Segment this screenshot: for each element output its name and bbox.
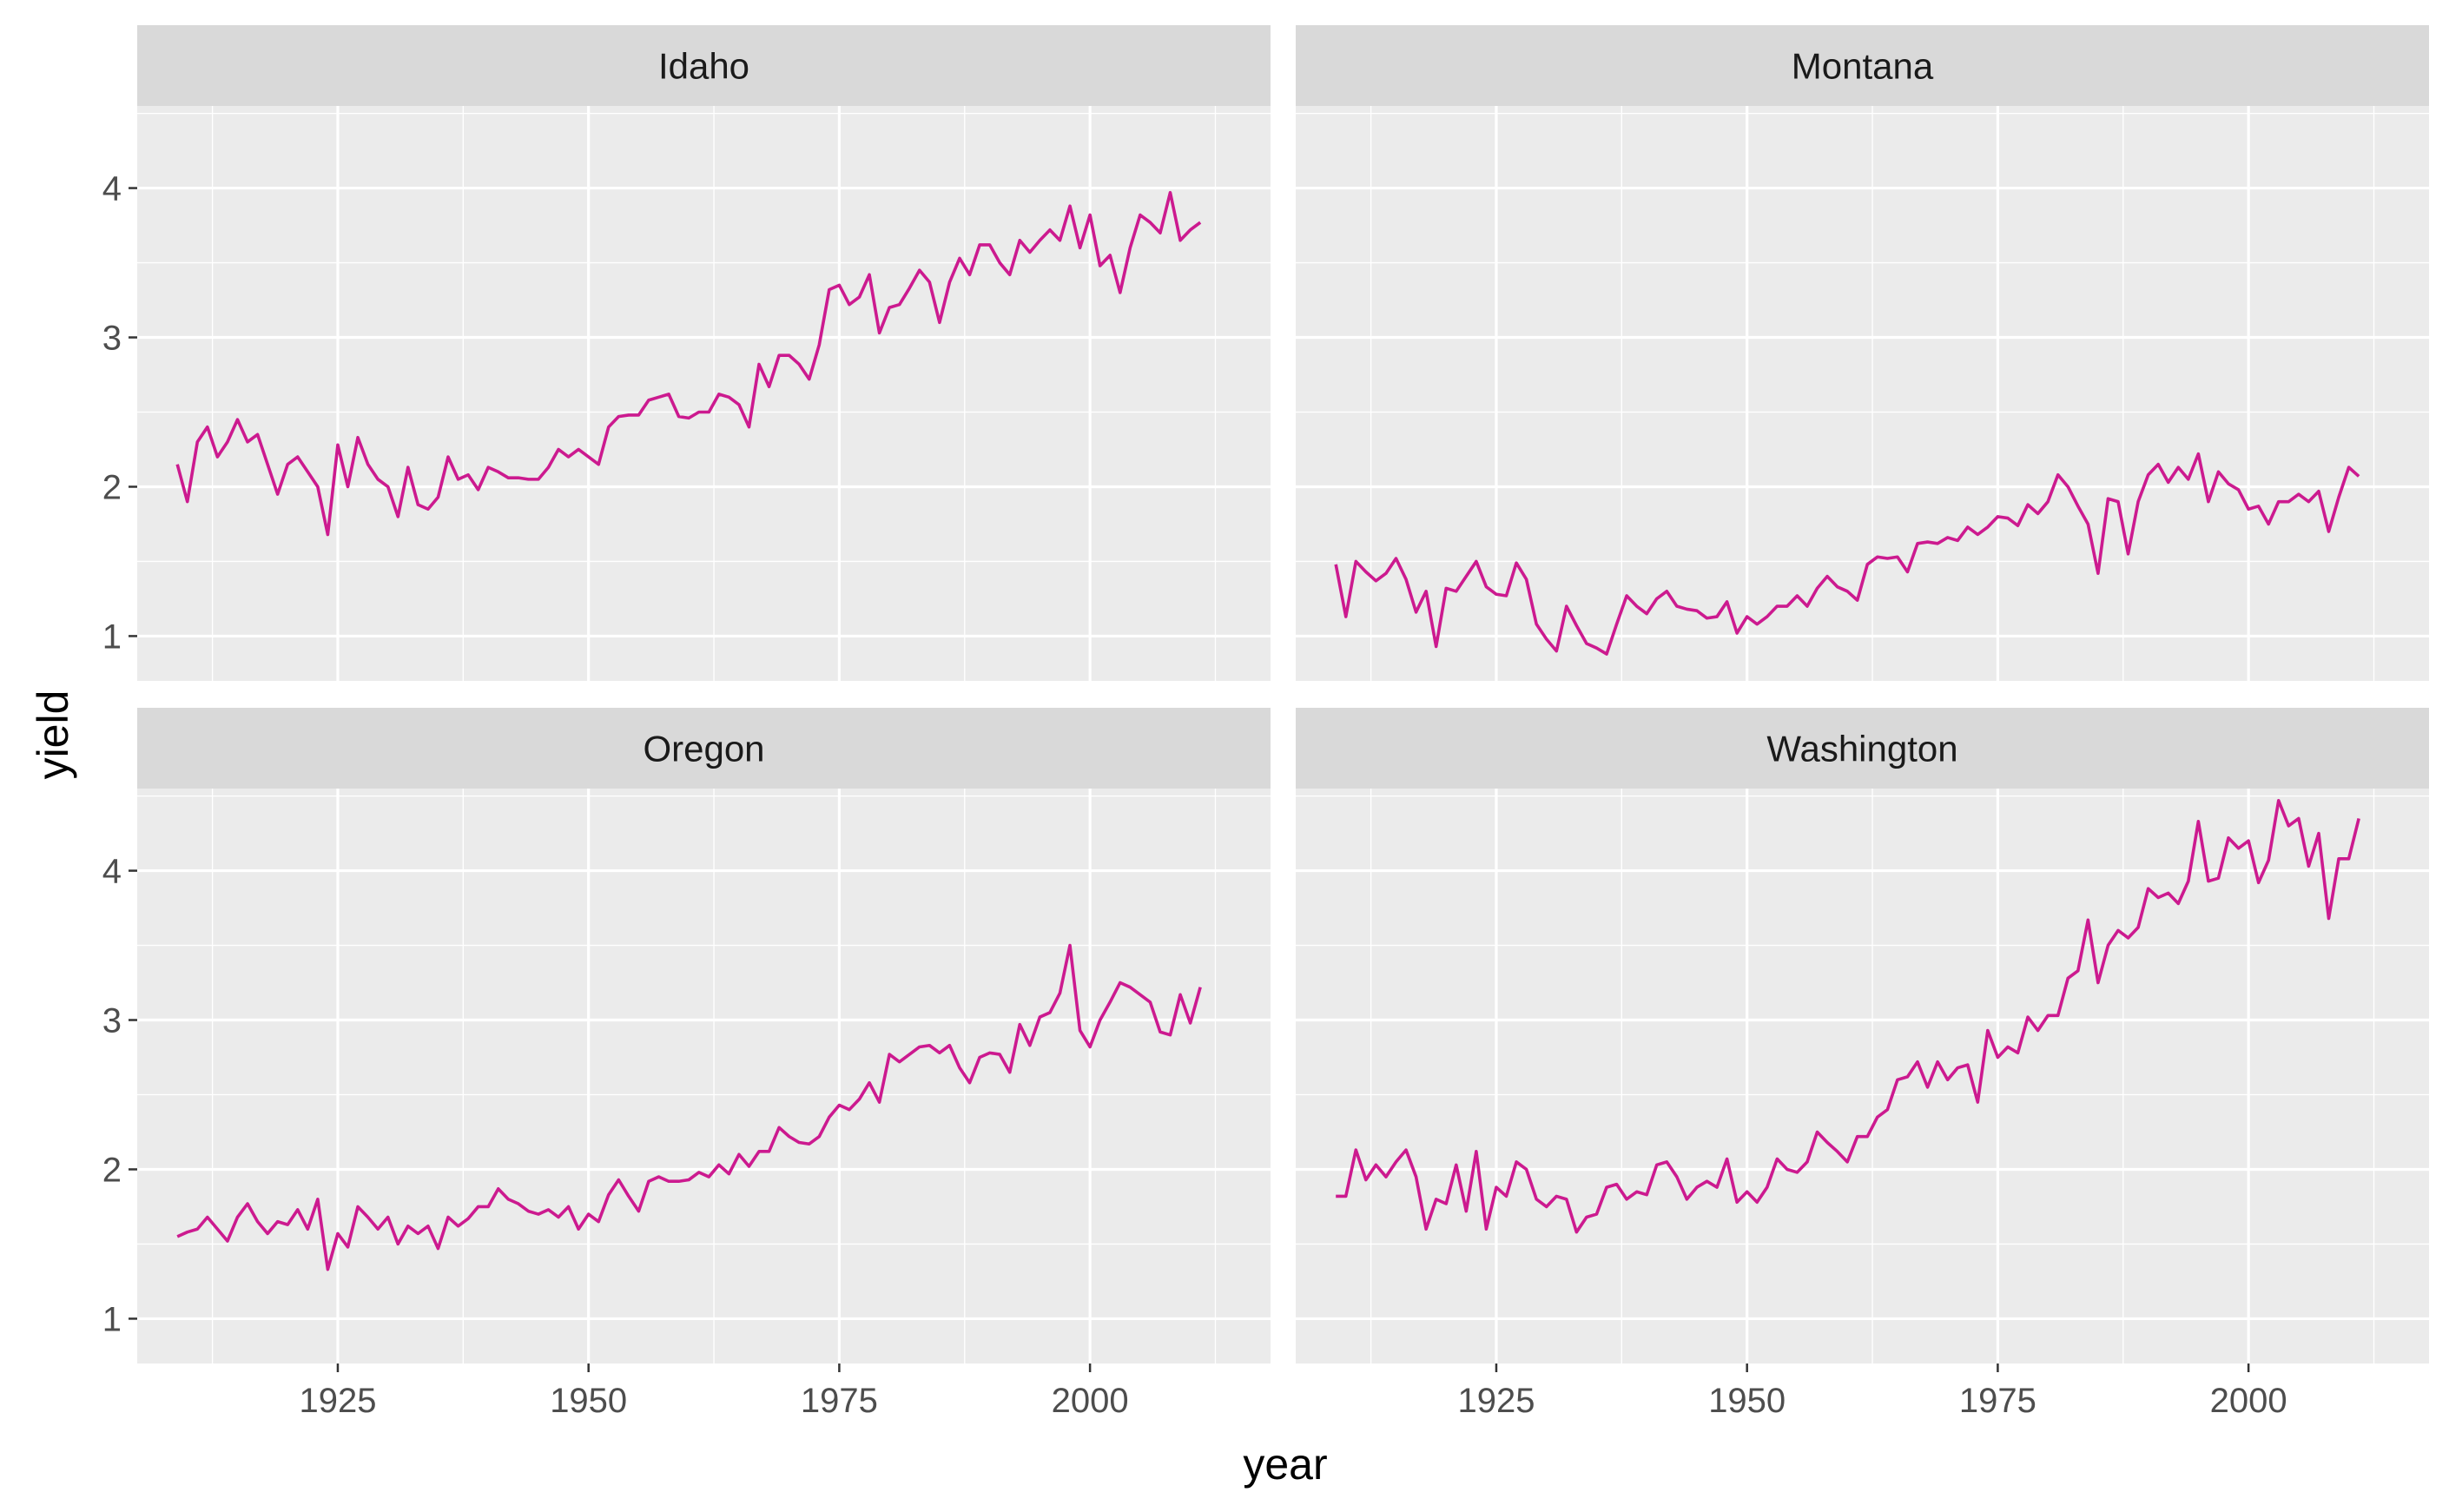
- panel-background: [137, 789, 1271, 1363]
- y-tick-label: 1: [102, 617, 122, 656]
- facet-panel-montana: Montana: [1296, 25, 2429, 681]
- x-tick-label: 2000: [2210, 1382, 2287, 1420]
- facet-label: Washington: [1766, 729, 1957, 769]
- x-tick-label: 1925: [1457, 1382, 1535, 1420]
- y-tick-label: 1: [102, 1300, 122, 1338]
- facet-panel-idaho: Idaho 1 2 3 4: [102, 25, 1271, 681]
- series-line-idaho: [175, 190, 1202, 537]
- y-tick-label: 2: [102, 468, 122, 506]
- panel-background: [1296, 106, 2429, 681]
- y-tick-label: 3: [102, 320, 122, 358]
- panel-background: [1296, 789, 2429, 1363]
- facet-label: Idaho: [658, 46, 749, 87]
- panel-background: [137, 106, 1271, 681]
- facet-strip: [1296, 708, 2429, 789]
- facet-label: Oregon: [643, 729, 764, 769]
- facet-strip: [1296, 25, 2429, 106]
- y-tick-label: 3: [102, 1002, 122, 1040]
- facet-strip: [137, 25, 1271, 106]
- facet-strip: [137, 708, 1271, 789]
- facet-panel-washington: Washington 1925 1950 1975 2000: [1296, 708, 2429, 1420]
- y-tick-label: 4: [102, 170, 122, 208]
- x-tick-label: 1950: [550, 1382, 627, 1420]
- facet-label: Montana: [1792, 46, 1934, 87]
- series-line-washington: [1336, 798, 2360, 1234]
- y-tick-label: 4: [102, 853, 122, 891]
- series-line-oregon: [176, 943, 1202, 1271]
- facet-panels: Idaho 1 2 3 4 Montana Oregon 1 2 3 4 1925 1950 1975 20…: [102, 25, 2429, 1420]
- y-axis-title: yield: [29, 690, 77, 780]
- x-axis-title: year: [1243, 1440, 1327, 1489]
- x-tick-label: 1925: [299, 1382, 376, 1420]
- x-tick-label: 2000: [1052, 1382, 1129, 1420]
- x-tick-label: 1975: [1959, 1382, 2036, 1420]
- series-line-montana: [1334, 452, 2360, 656]
- x-tick-label: 1950: [1708, 1382, 1786, 1420]
- y-tick-label: 2: [102, 1151, 122, 1189]
- facet-panel-oregon: Oregon 1 2 3 4 1925 1950 1975 2000: [102, 708, 1271, 1420]
- x-tick-label: 1975: [801, 1382, 878, 1420]
